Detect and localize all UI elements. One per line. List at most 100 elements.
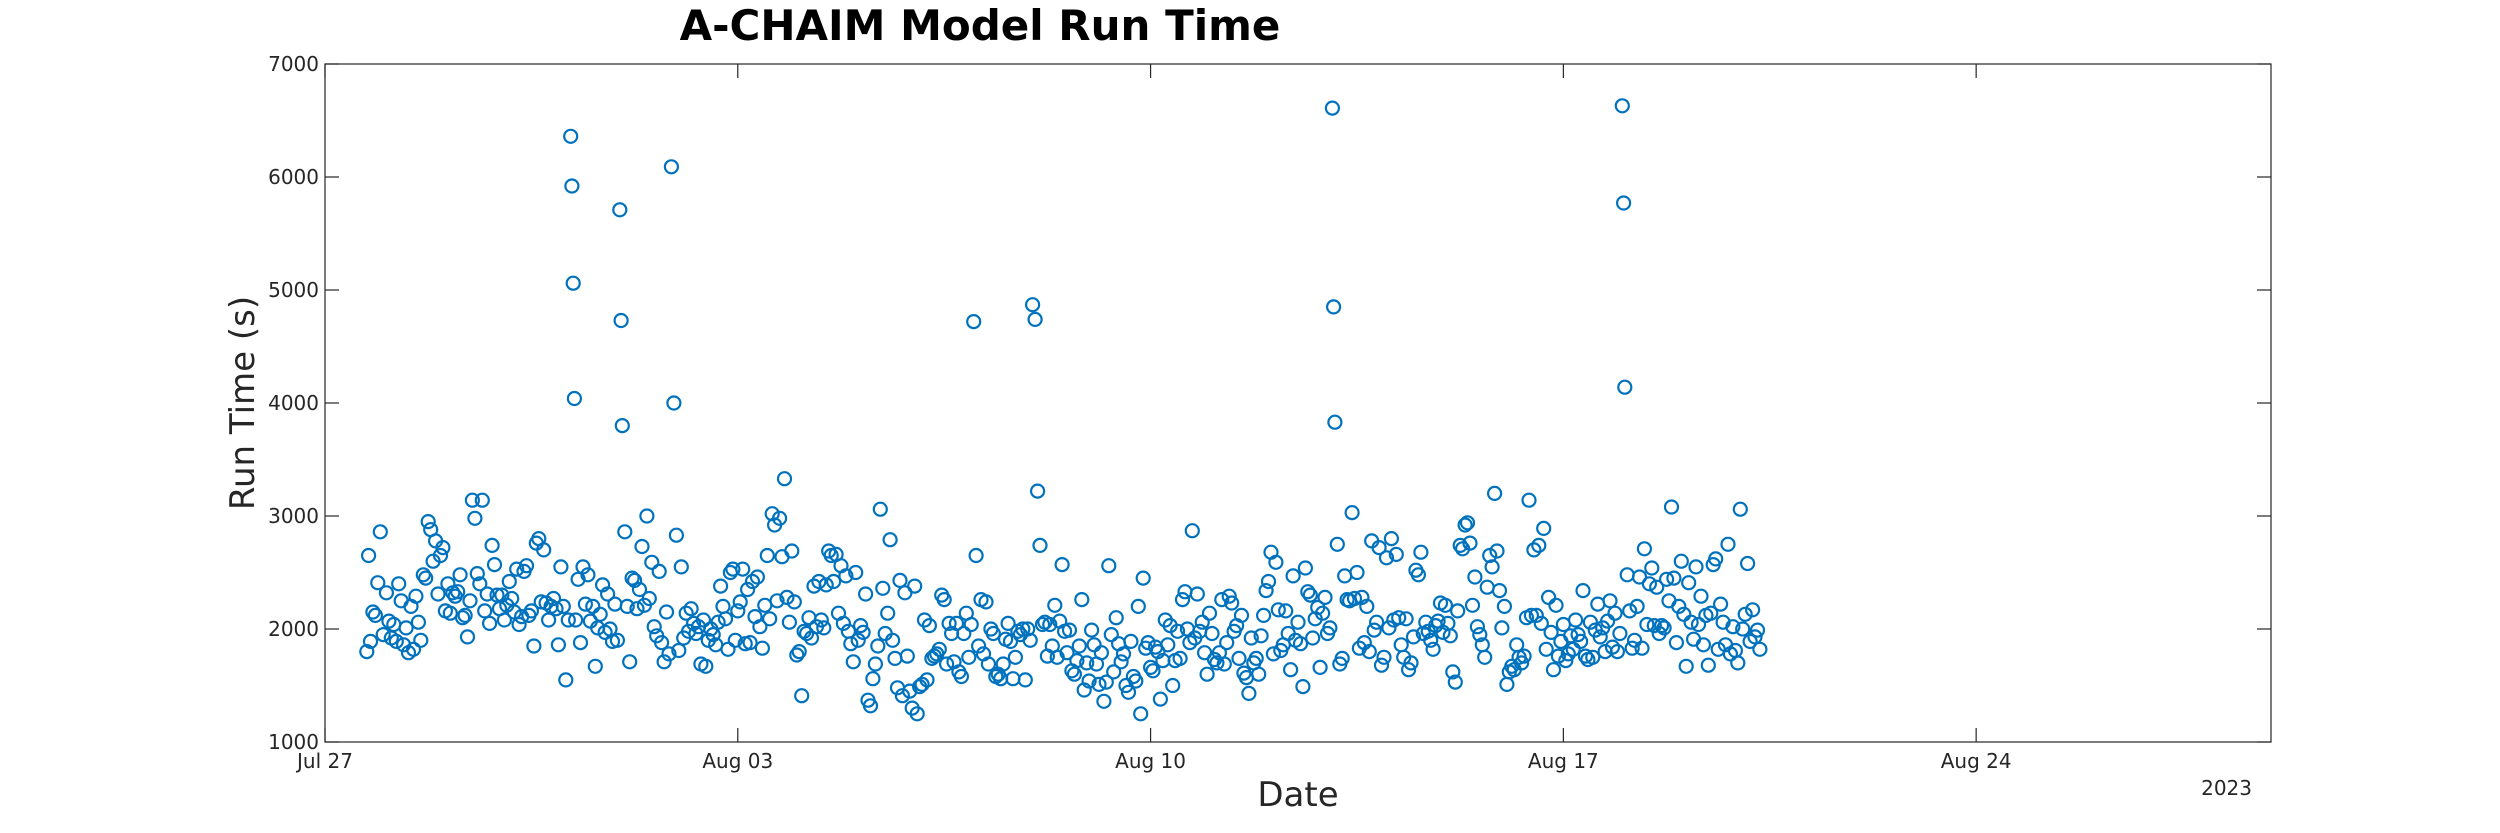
data-point: [710, 614, 726, 630]
data-point: [1634, 640, 1650, 656]
data-point: [1344, 504, 1360, 521]
data-point: [1015, 621, 1031, 637]
data-point: [1752, 641, 1768, 657]
data-point: [1403, 655, 1419, 671]
data-point: [614, 418, 630, 434]
data-point: [1233, 607, 1250, 624]
data-point: [995, 656, 1011, 672]
data-point: [1165, 677, 1181, 694]
data-point: [1061, 622, 1078, 638]
data-point: [1002, 633, 1019, 650]
data-point: [457, 607, 473, 624]
data-point: [1305, 630, 1321, 646]
data-point: [688, 625, 704, 642]
data-point: [1739, 555, 1756, 572]
data-point: [1255, 607, 1272, 624]
data-point: [1325, 299, 1342, 315]
data-point: [1381, 620, 1397, 636]
data-point: [1528, 607, 1544, 624]
data-point: [1445, 664, 1461, 680]
data-point: [472, 576, 488, 592]
data-point: [560, 612, 576, 628]
data-point: [678, 605, 694, 621]
data-point: [501, 573, 517, 590]
x-axis-label: Date: [1257, 775, 1338, 815]
data-point: [1491, 582, 1508, 599]
data-point: [1688, 559, 1704, 575]
data-point: [1081, 673, 1097, 689]
data-point: [1034, 616, 1051, 633]
data-point: [1334, 650, 1350, 667]
data-point: [919, 672, 935, 688]
data-point: [1059, 645, 1075, 661]
data-point: [739, 581, 756, 598]
data-point: [536, 542, 552, 558]
data-point: [653, 634, 670, 651]
data-point: [671, 642, 687, 659]
data-point: [980, 656, 997, 672]
data-point: [634, 538, 650, 555]
data-point: [666, 395, 682, 411]
data-point: [789, 647, 805, 663]
data-point: [1489, 543, 1505, 559]
data-point: [894, 688, 911, 704]
data-point: [1636, 541, 1653, 557]
data-point: [1479, 579, 1495, 595]
data-point: [1658, 571, 1675, 587]
data-point: [1106, 664, 1122, 680]
data-point: [1615, 195, 1632, 211]
data-point: [1189, 586, 1205, 602]
data-point: [1499, 676, 1515, 693]
data-point: [393, 593, 409, 609]
data-point: [1486, 485, 1503, 501]
data-point: [712, 578, 729, 594]
y-axis-label: Run Time (s): [223, 296, 263, 510]
data-point: [555, 598, 571, 615]
data-point: [359, 643, 375, 660]
data-point: [1241, 685, 1257, 702]
data-point: [884, 632, 901, 648]
data-point: [1410, 567, 1427, 583]
data-point: [545, 590, 562, 607]
data-point: [1531, 537, 1547, 554]
x-tick-label: Aug 03: [702, 749, 773, 773]
data-point: [361, 547, 377, 564]
data-point: [580, 567, 596, 583]
data-point: [1142, 659, 1159, 676]
data-point: [1536, 520, 1552, 537]
data-point: [1027, 311, 1043, 327]
data-point: [587, 658, 603, 674]
data-point: [882, 532, 898, 548]
data-point: [1373, 657, 1390, 673]
data-point: [914, 676, 930, 693]
data-point: [1224, 595, 1240, 611]
data-point: [764, 506, 780, 522]
data-point: [1020, 621, 1036, 637]
data-point: [1703, 605, 1719, 621]
data-point: [801, 610, 817, 626]
data-point: [1349, 564, 1365, 581]
data-point: [405, 641, 422, 657]
data-point: [1140, 634, 1156, 651]
data-point: [752, 619, 768, 635]
data-point: [1083, 622, 1100, 638]
data-point: [1152, 691, 1169, 707]
data-point: [1324, 100, 1341, 116]
data-point: [966, 314, 982, 330]
data-point: [479, 586, 495, 602]
data-point: [624, 570, 640, 586]
data-point: [592, 606, 608, 622]
data-point: [1258, 582, 1274, 599]
data-point: [452, 567, 468, 583]
data-point: [617, 524, 633, 540]
data-point: [391, 576, 407, 592]
data-point: [1113, 654, 1129, 670]
data-point: [872, 501, 888, 517]
data-point: [469, 565, 485, 582]
data-point: [936, 591, 952, 608]
data-point: [1464, 597, 1481, 613]
data-point: [848, 564, 864, 581]
data-point: [1123, 633, 1139, 650]
data-point: [1022, 632, 1038, 648]
data-point: [695, 612, 712, 628]
